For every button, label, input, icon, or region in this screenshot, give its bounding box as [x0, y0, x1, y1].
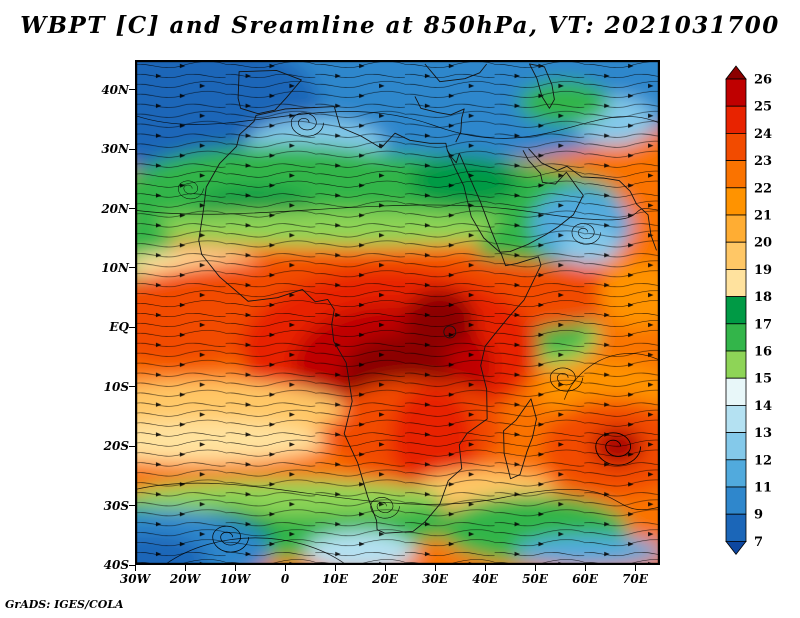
colorbar-label: 26 [754, 73, 772, 88]
y-tick-mark [129, 505, 135, 507]
flow-arcs [136, 111, 659, 564]
colorbar-label: 21 [754, 209, 772, 224]
colorbar-segment [725, 105, 747, 134]
x-tick-label: 20W [169, 572, 201, 586]
colorbar-label: 12 [754, 453, 772, 468]
y-tick-mark [129, 267, 135, 269]
y-tick-label: 40N [101, 82, 129, 97]
x-tick-mark [484, 565, 486, 571]
y-tick-label: 10N [101, 260, 129, 275]
coastlines [198, 63, 657, 534]
colorbar-segment [725, 296, 747, 325]
chart-title: WBPT [C] and Sreamline at 850hPa, VT: 20… [20, 12, 780, 39]
colorbar-bottom-triangle [725, 540, 747, 556]
x-tick-mark [334, 565, 336, 571]
x-tick-mark [134, 565, 136, 571]
x-tick-mark [584, 565, 586, 571]
y-tick-mark [129, 148, 135, 150]
colorbar-label: 17 [754, 317, 772, 332]
x-tick-label: 30E [422, 572, 448, 586]
x-tick-mark [634, 565, 636, 571]
colorbar-label: 7 [754, 535, 763, 550]
colorbar-label: 13 [754, 426, 772, 441]
x-tick-mark [234, 565, 236, 571]
x-tick-label: 10W [219, 572, 251, 586]
colorbar-segment [725, 160, 747, 189]
colorbar: 26 25 24 23 22 21 20 19 18 17 16 15 14 13 12 11 9 7 [725, 65, 786, 566]
x-tick-mark [284, 565, 286, 571]
colorbar-label: 14 [754, 399, 772, 414]
colorbar-segment [725, 214, 747, 243]
y-tick-label: 10S [103, 379, 129, 394]
x-tick-label: 40E [472, 572, 498, 586]
x-tick-label: 0 [280, 572, 290, 586]
y-tick-label: 30N [101, 142, 129, 157]
y-tick-label: 20N [101, 201, 129, 216]
colorbar-segment [725, 377, 747, 406]
x-tick-label: 30W [119, 572, 151, 586]
x-tick-label: 10E [322, 572, 348, 586]
map-border [136, 61, 659, 564]
colorbar-svg: 26 25 24 23 22 21 20 19 18 17 16 15 14 13 12 11 9 7 [725, 65, 772, 556]
colorbar-label: 19 [754, 263, 772, 278]
x-tick-label: 70E [622, 572, 648, 586]
streamlines-texture [136, 61, 659, 564]
map-svg [136, 61, 659, 564]
y-tick-label: 20S [103, 439, 129, 454]
x-tick-mark [434, 565, 436, 571]
colorbar-label: 20 [754, 236, 772, 251]
colorbar-segment [725, 513, 747, 542]
map-plot [135, 60, 660, 565]
colorbar-label: 11 [754, 481, 772, 496]
x-tick-label: 50E [522, 572, 548, 586]
attribution: GrADS: IGES/COLA [5, 598, 124, 611]
colorbar-segment [725, 404, 747, 433]
colorbar-label: 18 [754, 290, 772, 305]
y-tick-label: 40S [103, 558, 129, 572]
colorbar-label: 24 [754, 127, 772, 142]
y-tick-label: EQ [109, 320, 129, 335]
x-tick-label: 60E [572, 572, 598, 586]
colorbar-label: 16 [754, 345, 772, 360]
colorbar-segment [725, 133, 747, 162]
colorbar-segment [725, 486, 747, 515]
colorbar-label: 25 [754, 100, 772, 115]
y-tick-mark [129, 564, 135, 566]
x-tick-mark [384, 565, 386, 571]
y-tick-mark [129, 89, 135, 91]
colorbar-segment [725, 459, 747, 488]
y-tick-label: 30S [103, 498, 129, 513]
colorbar-label: 22 [754, 181, 772, 196]
x-tick-mark [184, 565, 186, 571]
colorbar-segment [725, 241, 747, 270]
colorbar-segment [725, 78, 747, 107]
colorbar-segment [725, 432, 747, 461]
y-tick-mark [129, 208, 135, 210]
colorbar-segment [725, 268, 747, 297]
colorbar-segment [725, 187, 747, 216]
y-tick-mark [129, 445, 135, 447]
colorbar-label: 9 [754, 508, 763, 523]
x-tick-label: 20E [372, 572, 398, 586]
colorbar-top-triangle [725, 65, 747, 80]
colorbar-label: 23 [754, 154, 772, 169]
colorbar-label: 15 [754, 372, 772, 387]
x-tick-mark [534, 565, 536, 571]
y-tick-mark [129, 386, 135, 388]
colorbar-segment [725, 323, 747, 352]
colorbar-segment [725, 350, 747, 379]
y-tick-mark [129, 326, 135, 328]
